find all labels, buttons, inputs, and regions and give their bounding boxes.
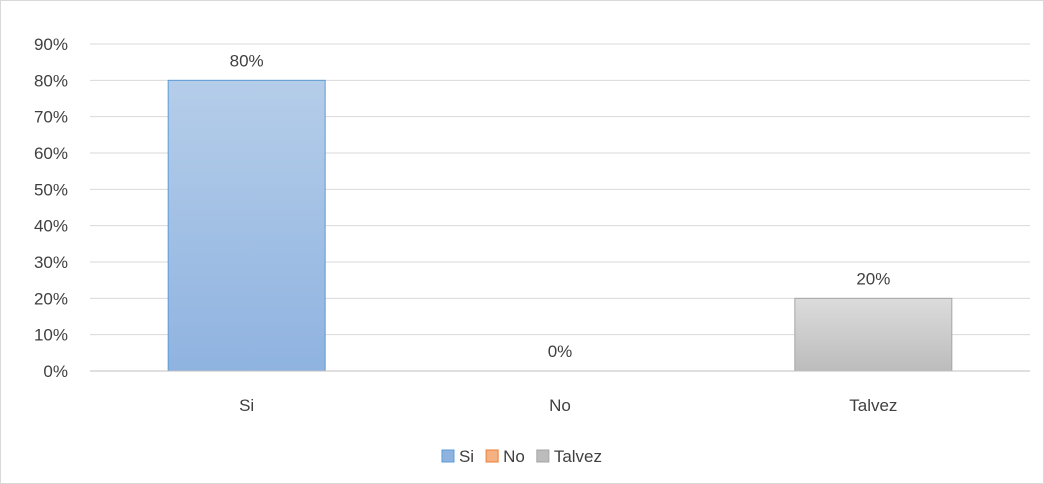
y-tick-label: 20% (34, 289, 68, 308)
y-tick-label: 40% (34, 217, 68, 236)
bars (167, 79, 953, 372)
legend-label-no: No (503, 447, 525, 466)
x-tick-label-no: No (549, 396, 571, 415)
y-tick-label: 80% (34, 71, 68, 90)
labels: 0% 10% 20% 30% 40% 50% 60% 70% 80% 90% 80% Si 0% No 20… (34, 35, 897, 415)
legend-label-si: Si (459, 447, 474, 466)
y-tick-label: 10% (34, 326, 68, 345)
legend-swatch-si (441, 449, 455, 463)
y-tick-label: 60% (34, 144, 68, 163)
x-tick-label-si: Si (239, 396, 254, 415)
legend-swatch-no (485, 449, 499, 463)
y-tick-label: 70% (34, 108, 68, 127)
bar-talvez (794, 297, 953, 372)
legend-label-talvez: Talvez (554, 447, 602, 466)
legend-item-si: Si (441, 447, 474, 466)
x-tick-label-talvez: Talvez (849, 396, 897, 415)
y-tick-label: 0% (43, 362, 68, 381)
y-tick-label: 50% (34, 180, 68, 199)
legend-swatch-talvez (536, 449, 550, 463)
bar-si (167, 79, 326, 372)
data-label-talvez: 20% (856, 269, 890, 288)
legend-item-no: No (485, 447, 525, 466)
y-tick-label: 30% (34, 253, 68, 272)
y-tick-label: 90% (34, 35, 68, 54)
data-label-si: 80% (230, 51, 264, 70)
data-label-no: 0% (548, 342, 573, 361)
legend: Si No Talvez (441, 447, 602, 466)
legend-item-talvez: Talvez (536, 447, 602, 466)
